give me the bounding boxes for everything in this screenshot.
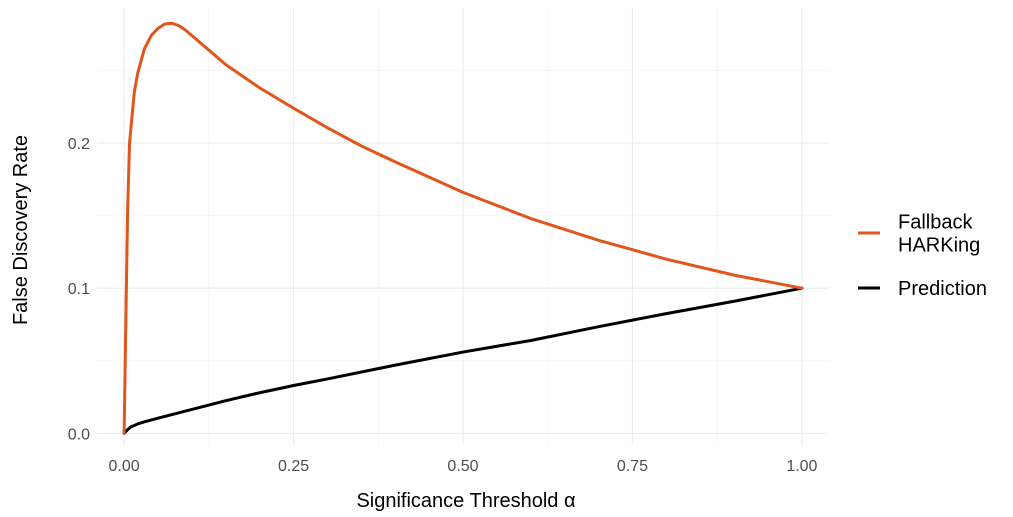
grid-lines — [97, 8, 829, 445]
x-tick-label: 0.75 — [617, 458, 648, 475]
legend: Fallback HARKing Prediction — [858, 212, 987, 300]
y-axis-ticks: 0.0 0.1 0.2 — [68, 136, 90, 443]
y-axis-title: False Discovery Rate — [10, 135, 32, 325]
x-tick-label: 0.50 — [447, 458, 478, 475]
series-line-prediction — [122, 286, 804, 435]
series-line-fallback-harking — [122, 21, 804, 435]
x-tick-label: 1.00 — [786, 458, 817, 475]
x-axis-title: Significance Threshold α — [356, 490, 575, 512]
series-lines — [122, 21, 804, 435]
y-tick-label: 0.1 — [68, 281, 90, 298]
legend-label-fallback-harking: Fallback HARKing — [898, 212, 980, 257]
x-axis-ticks: 0.00 0.25 0.50 0.75 1.00 — [109, 458, 818, 475]
x-tick-label: 0.00 — [109, 458, 140, 475]
y-tick-label: 0.0 — [68, 426, 90, 443]
legend-label-prediction: Prediction — [898, 278, 987, 300]
y-tick-label: 0.2 — [68, 136, 90, 153]
x-tick-label: 0.25 — [278, 458, 309, 475]
